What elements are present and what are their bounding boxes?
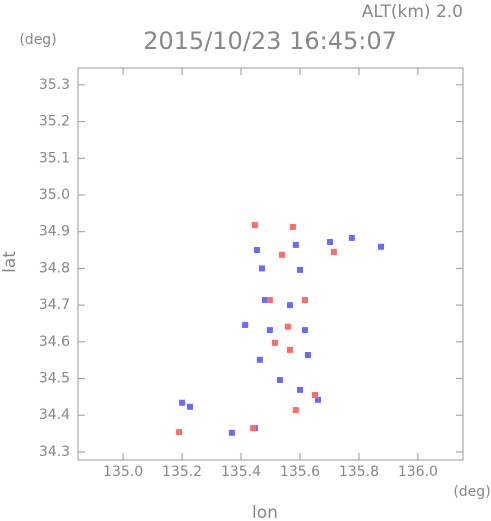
chart-title: 2015/10/23 16:45:07 [143, 27, 397, 55]
data-point [258, 265, 265, 272]
data-point [296, 266, 303, 273]
y-unit: (deg) [19, 32, 56, 48]
data-point [228, 429, 235, 436]
x-tick-label: 135.0 [103, 464, 143, 480]
data-point [266, 296, 273, 303]
data-point [278, 251, 285, 258]
y-tick-label: 34.5 [39, 371, 70, 387]
data-point [296, 386, 303, 393]
y-tick-label: 34.7 [39, 297, 70, 313]
data-point [292, 407, 299, 414]
y-tick-label: 35.3 [39, 77, 70, 93]
x-tick-label: 135.6 [280, 464, 320, 480]
data-point [242, 321, 249, 328]
data-point [187, 403, 194, 410]
y-tick-label: 34.8 [39, 260, 70, 276]
x-tick-label: 135.2 [162, 464, 202, 480]
data-point [292, 241, 299, 248]
data-point [284, 323, 291, 330]
x-unit: (deg) [453, 484, 490, 500]
x-tick-label: 136.0 [398, 464, 438, 480]
data-point [250, 425, 257, 432]
data-point [301, 327, 308, 334]
data-point [312, 392, 319, 399]
data-point [286, 302, 293, 309]
y-tick-label: 35.1 [39, 150, 70, 166]
data-point [304, 352, 311, 359]
x-axis-label: lon [252, 503, 278, 521]
data-point [271, 339, 278, 346]
data-point [256, 356, 263, 363]
data-point [266, 327, 273, 334]
data-point [286, 346, 293, 353]
x-tick-label: 135.4 [221, 464, 261, 480]
altitude-annotation: ALT(km) 2.0 [362, 2, 463, 22]
data-point [330, 248, 337, 255]
y-tick-label: 34.4 [39, 407, 70, 423]
y-tick-label: 34.6 [39, 334, 70, 350]
plot-frame [77, 67, 464, 461]
y-tick-label: 34.9 [39, 224, 70, 240]
y-axis-label: lat [0, 251, 20, 273]
data-point [253, 247, 260, 254]
data-point [301, 296, 308, 303]
data-point [327, 238, 334, 245]
y-tick-label: 35.0 [39, 187, 70, 203]
data-point [348, 234, 355, 241]
data-point [378, 243, 385, 250]
data-point [176, 429, 183, 436]
data-point [314, 396, 321, 403]
data-point [261, 296, 268, 303]
data-point [276, 376, 283, 383]
data-point [251, 222, 258, 229]
x-tick-label: 135.8 [339, 464, 379, 480]
y-tick-label: 34.3 [39, 444, 70, 460]
data-point [179, 399, 186, 406]
data-point [289, 223, 296, 230]
y-tick-label: 35.2 [39, 114, 70, 130]
